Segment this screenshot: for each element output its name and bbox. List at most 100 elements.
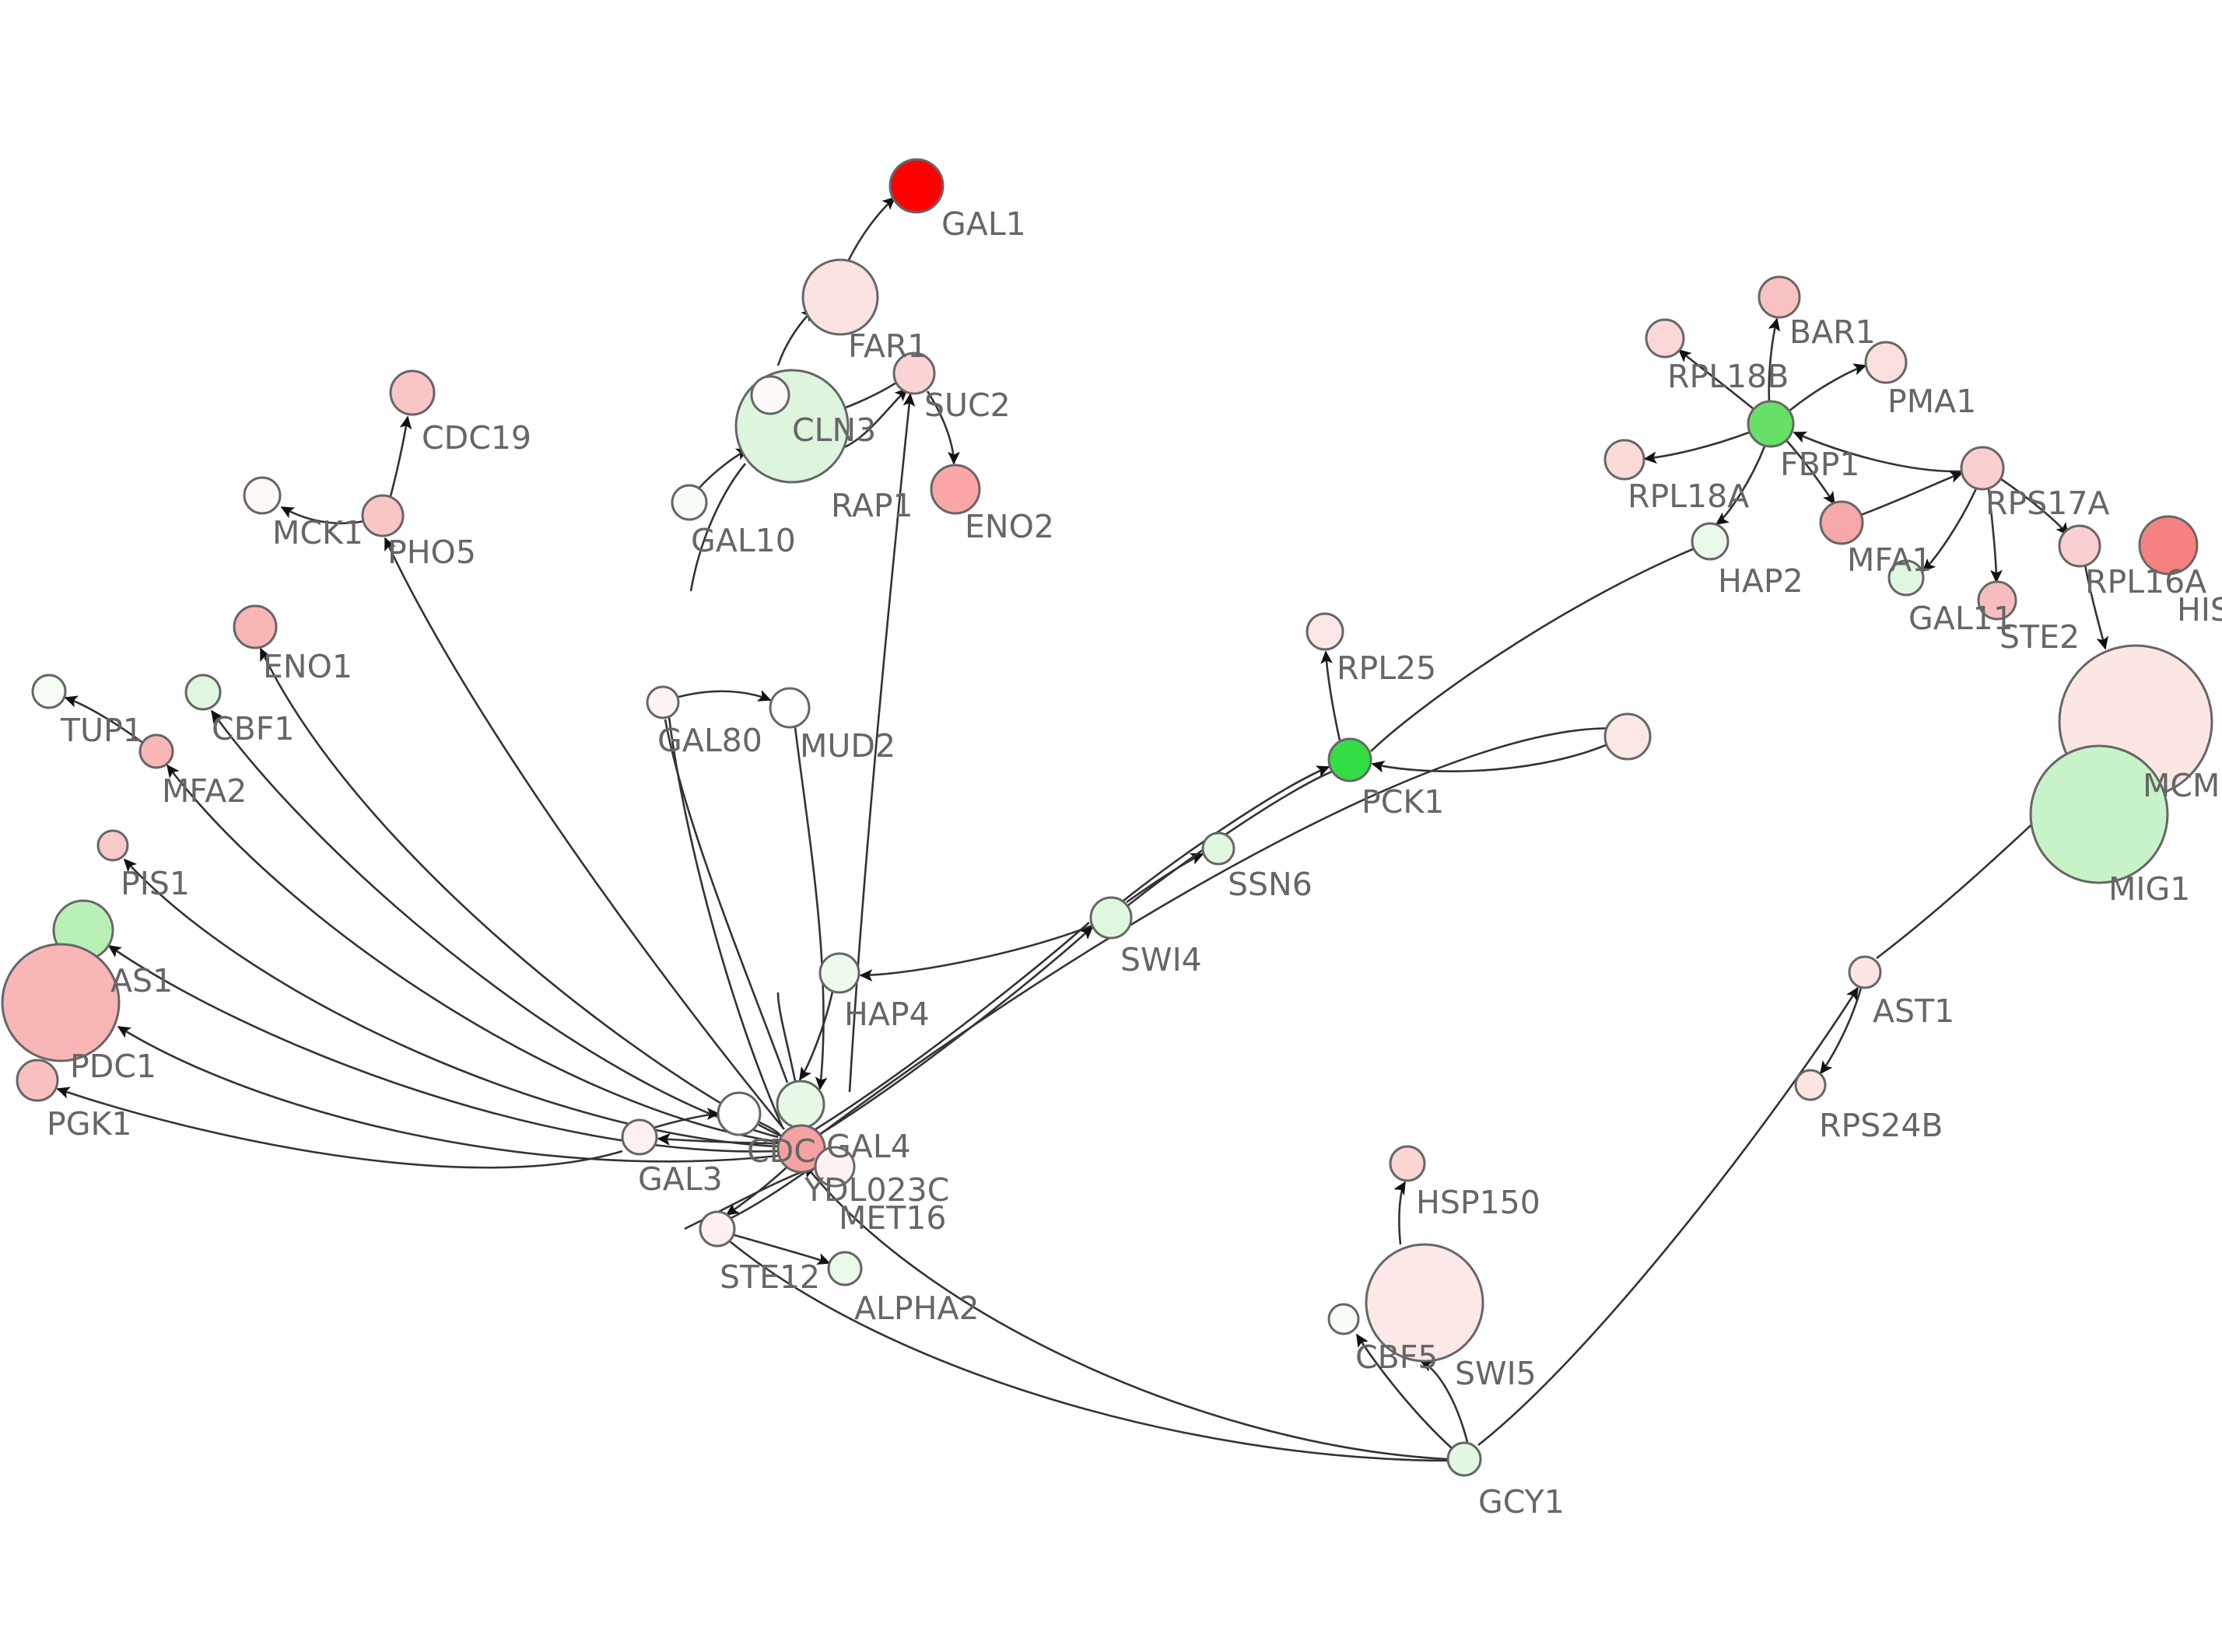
node-ste12[interactable] bbox=[699, 1210, 736, 1248]
edge-swi4-to-hap4 bbox=[859, 924, 1093, 982]
node-suc2[interactable] bbox=[892, 352, 936, 395]
node-rpl18a[interactable] bbox=[1603, 439, 1645, 481]
node-bar1[interactable] bbox=[1758, 275, 1801, 319]
node-label-met16: MET16 bbox=[839, 1199, 947, 1237]
node-his4[interactable] bbox=[2138, 515, 2199, 576]
node-pma1[interactable] bbox=[1864, 341, 1908, 384]
node-gal11[interactable] bbox=[1887, 559, 1925, 597]
node-mfa1[interactable] bbox=[1819, 500, 1864, 545]
node-ydl023c[interactable] bbox=[814, 1146, 856, 1188]
edge-ste12-to-alpha2 bbox=[734, 1234, 831, 1265]
edge-rps17a-to-ste2 bbox=[1987, 488, 2003, 583]
node-label-pma1: PMA1 bbox=[1887, 383, 1976, 420]
node-alpha2[interactable] bbox=[827, 1251, 863, 1286]
node-swi5[interactable] bbox=[1365, 1243, 1484, 1363]
node-rpl25[interactable] bbox=[1306, 612, 1344, 651]
edge-fbp1-to-hap2 bbox=[1715, 446, 1766, 526]
node-label-swi5: SWI5 bbox=[1455, 1355, 1537, 1392]
node-label-bar1: BAR1 bbox=[1789, 313, 1876, 351]
node-cdc19[interactable] bbox=[389, 369, 436, 416]
node-mfa2[interactable] bbox=[138, 733, 174, 769]
edge-gal4-to-cbf1 bbox=[210, 709, 779, 1139]
node-gcy1[interactable] bbox=[1446, 1441, 1482, 1477]
node-gal1[interactable] bbox=[888, 158, 945, 214]
node-pgk1[interactable] bbox=[16, 1059, 59, 1102]
node-label-far1: FAR1 bbox=[848, 327, 927, 365]
node-label-rap1: RAP1 bbox=[831, 487, 913, 524]
edge-gal80-to-mud2 bbox=[678, 690, 772, 702]
label-layer: GAL1 FAR1 SUC2 CLN3 RAP1 ENO2 GAL10 CDC19 MCK1 PH… bbox=[47, 205, 2222, 1521]
node-label-gal4: GAL4 bbox=[826, 1128, 911, 1165]
node-label-tup1: TUP1 bbox=[60, 712, 143, 749]
node-label-cln3: CLN3 bbox=[792, 411, 876, 449]
node-label-fbp1: FBP1 bbox=[1780, 446, 1860, 483]
edge-layer bbox=[56, 196, 2108, 1462]
node-tup1[interactable] bbox=[31, 674, 67, 709]
node-pdc1[interactable] bbox=[1, 943, 121, 1062]
node-far1[interactable] bbox=[801, 258, 879, 336]
node-label-as1: AS1 bbox=[110, 962, 173, 999]
node-pck1[interactable] bbox=[1327, 737, 1372, 782]
node-label-gal80: GAL80 bbox=[657, 722, 762, 759]
node-label-rpl16a: RPL16A bbox=[2085, 563, 2206, 600]
node-mud2[interactable] bbox=[769, 687, 811, 729]
node-ste2[interactable] bbox=[1977, 580, 2017, 621]
node-eno1[interactable] bbox=[233, 604, 278, 649]
node-rpl18b[interactable] bbox=[1645, 318, 1685, 359]
edge-fbp1-to-bar1 bbox=[1768, 317, 1780, 402]
node-ssn6[interactable] bbox=[1201, 831, 1235, 866]
node-label-hap2: HAP2 bbox=[1718, 562, 1803, 600]
edge-gal4-to-eno1 bbox=[259, 647, 780, 1137]
node-gal3[interactable] bbox=[621, 1118, 658, 1156]
node-swi4[interactable] bbox=[1089, 896, 1133, 940]
edge-gal4-to-pdc1 bbox=[117, 1025, 779, 1163]
edge-pck1-to-rpl25 bbox=[1320, 650, 1341, 741]
edge-fbp1-to-rpl18b bbox=[1677, 349, 1754, 411]
node-label-pho5: PHO5 bbox=[387, 534, 476, 571]
node-rps17a[interactable] bbox=[1960, 446, 2005, 491]
node-pho5[interactable] bbox=[361, 494, 405, 537]
edge-gal4-to-gcy1 bbox=[808, 1169, 1448, 1461]
node-pis1[interactable] bbox=[96, 829, 129, 862]
edge-ast1-to-rps24b bbox=[1819, 987, 1863, 1075]
node-gal10[interactable] bbox=[671, 484, 708, 521]
node-cbf1[interactable] bbox=[184, 674, 222, 711]
edge-cln3-to-gal10x bbox=[689, 463, 747, 592]
edge-mfa1-to-rps17a bbox=[1860, 471, 1964, 516]
node-label-eno1: ENO1 bbox=[263, 648, 352, 685]
node-ast1[interactable] bbox=[1848, 955, 1882, 989]
edge-rap1-to-suc2 bbox=[848, 393, 916, 1093]
node-label-ydl023c: YDL023C bbox=[804, 1171, 949, 1209]
node-label-pck1: PCK1 bbox=[1362, 783, 1444, 821]
node-gal4hub[interactable] bbox=[776, 1080, 825, 1129]
node-unk1[interactable] bbox=[1603, 712, 1652, 761]
node-hsp150[interactable] bbox=[1389, 1145, 1426, 1182]
edge-gal4-to-gal3 bbox=[657, 1133, 780, 1146]
node-mig1[interactable] bbox=[2029, 744, 2169, 884]
node-rps24b[interactable] bbox=[1794, 1069, 1827, 1101]
node-hap4[interactable] bbox=[818, 952, 860, 994]
edge-gal3-to-cdc68 bbox=[653, 1108, 720, 1129]
node-gal80[interactable] bbox=[646, 685, 680, 719]
node-rap1[interactable] bbox=[750, 375, 790, 415]
node-hap2[interactable] bbox=[1691, 522, 1730, 561]
node-cbf5[interactable] bbox=[1327, 1303, 1360, 1335]
node-label-gal10: GAL10 bbox=[691, 522, 796, 559]
edge-gcy1-to-cbf5 bbox=[1355, 1333, 1453, 1449]
edge-pho5-to-cdc19 bbox=[389, 415, 412, 497]
node-cdc68[interactable] bbox=[717, 1091, 762, 1136]
edge-swi4-to-pck1 bbox=[1123, 765, 1330, 902]
edge-gal4hub-to-hap4 bbox=[776, 992, 797, 1082]
node-fbp1[interactable] bbox=[1747, 400, 1795, 448]
node-mck1[interactable] bbox=[243, 476, 282, 515]
node-label-rpl18b: RPL18B bbox=[1667, 358, 1789, 395]
node-label-eno2: ENO2 bbox=[965, 508, 1054, 545]
edge-gal4-to-pis1 bbox=[123, 858, 779, 1148]
node-label-mcm1: MCM1 bbox=[2143, 767, 2222, 804]
edge-fbp1-to-pma1 bbox=[1789, 363, 1867, 412]
node-eno2[interactable] bbox=[930, 464, 981, 515]
node-rpl16a[interactable] bbox=[2058, 524, 2101, 568]
edge-gcy1-to-swi5 bbox=[1419, 1360, 1469, 1443]
